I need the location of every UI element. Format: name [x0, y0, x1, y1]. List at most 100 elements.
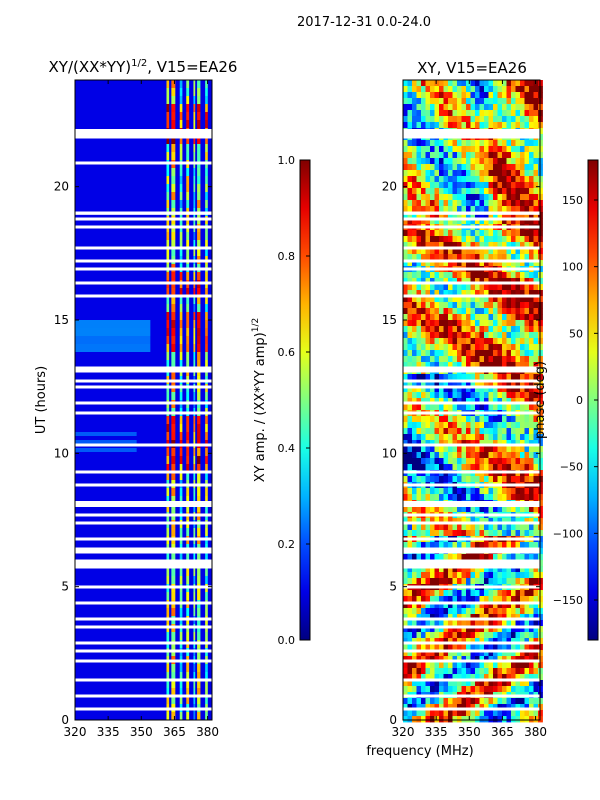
phase-cell [425, 236, 431, 243]
phase-cell [524, 182, 530, 189]
phase-cell [457, 284, 462, 291]
phase-cell [466, 716, 471, 723]
phase-cell [416, 476, 422, 483]
phase-cell [416, 254, 422, 261]
phase-cell [452, 356, 458, 363]
colorbar-tick-label: −150 [553, 594, 583, 607]
amp-cell [186, 392, 190, 400]
phase-cell [448, 194, 453, 201]
phase-cell [533, 236, 539, 243]
phase-cell [488, 602, 494, 609]
phase-cell [479, 644, 485, 651]
phase-cell [524, 380, 530, 387]
phase-cell [466, 404, 471, 411]
shared-xlabel: frequency (MHz) [366, 744, 473, 759]
phase-cell [488, 392, 494, 399]
phase-cell [497, 506, 503, 513]
phase-cell [457, 626, 462, 633]
phase-cell [412, 650, 417, 657]
phase-cell [470, 92, 476, 99]
phase-cell [416, 698, 422, 705]
amp-cell [75, 344, 151, 352]
phase-cell [497, 98, 503, 105]
amp-data-gap [75, 659, 212, 663]
phase-cell [497, 698, 503, 705]
phase-cell [502, 698, 507, 705]
phase-cell [497, 308, 503, 315]
phase-cell [502, 194, 507, 201]
phase-cell [416, 596, 422, 603]
phase-cell [515, 242, 521, 249]
phase-cell [430, 572, 435, 579]
amp-cell [193, 248, 196, 256]
phase-cell [439, 236, 444, 243]
amp-cell [166, 168, 170, 176]
phase-cell [412, 332, 417, 339]
phase-data-gap [403, 694, 540, 698]
amp-cell [179, 120, 183, 128]
phase-cell [403, 578, 408, 585]
phase-cell [439, 656, 444, 663]
phase-cell [484, 686, 489, 693]
phase-cell [430, 632, 435, 639]
phase-cell [511, 578, 516, 585]
phase-cell [439, 194, 444, 201]
phase-cell [515, 326, 521, 333]
phase-cell [430, 662, 435, 669]
amp-cell [197, 664, 201, 672]
phase-cell [466, 644, 471, 651]
phase-cell [430, 146, 435, 153]
phase-cell [493, 140, 498, 147]
phase-cell [493, 572, 498, 579]
amp-cell [171, 416, 176, 424]
phase-cell [511, 260, 516, 267]
phase-cell [443, 164, 449, 171]
phase-cell [412, 176, 417, 183]
phase-cell [470, 176, 476, 183]
amp-cell [186, 344, 190, 352]
phase-cell [470, 578, 476, 585]
phase-cell [511, 278, 516, 285]
phase-cell [434, 626, 440, 633]
amp-cell [193, 176, 196, 184]
phase-cell [515, 230, 521, 237]
phase-cell [493, 698, 498, 705]
phase-cell [412, 554, 417, 561]
phase-cell [430, 530, 435, 537]
phase-cell [421, 674, 426, 681]
x-tick-label: 335 [425, 725, 448, 739]
phase-cell [520, 374, 525, 381]
amp-cell [166, 432, 170, 440]
phase-cell [448, 110, 453, 117]
phase-cell [452, 662, 458, 669]
phase-cell [502, 332, 507, 339]
phase-cell [506, 602, 512, 609]
phase-cell [470, 716, 476, 723]
amp-cell [205, 336, 208, 344]
phase-cell [452, 626, 458, 633]
phase-cell [484, 152, 489, 159]
phase-cell [533, 152, 539, 159]
phase-cell [475, 554, 480, 561]
amp-cell [197, 144, 201, 152]
phase-cell [479, 590, 485, 597]
phase-cell [520, 434, 525, 441]
phase-cell [425, 710, 431, 717]
phase-cell [425, 164, 431, 171]
phase-cell [502, 428, 507, 435]
phase-cell [493, 596, 498, 603]
phase-cell [452, 422, 458, 429]
phase-cell [488, 530, 494, 537]
phase-cell [430, 644, 435, 651]
phase-cell [515, 620, 521, 627]
phase-cell [493, 98, 498, 105]
phase-cell [461, 464, 467, 471]
phase-cell [502, 338, 507, 345]
amp-cell [171, 96, 176, 104]
phase-cell [479, 398, 485, 405]
phase-cell [515, 104, 521, 111]
amp-cell [197, 696, 201, 704]
phase-cell [421, 236, 426, 243]
phase-cell [434, 338, 440, 345]
phase-cell [425, 590, 431, 597]
